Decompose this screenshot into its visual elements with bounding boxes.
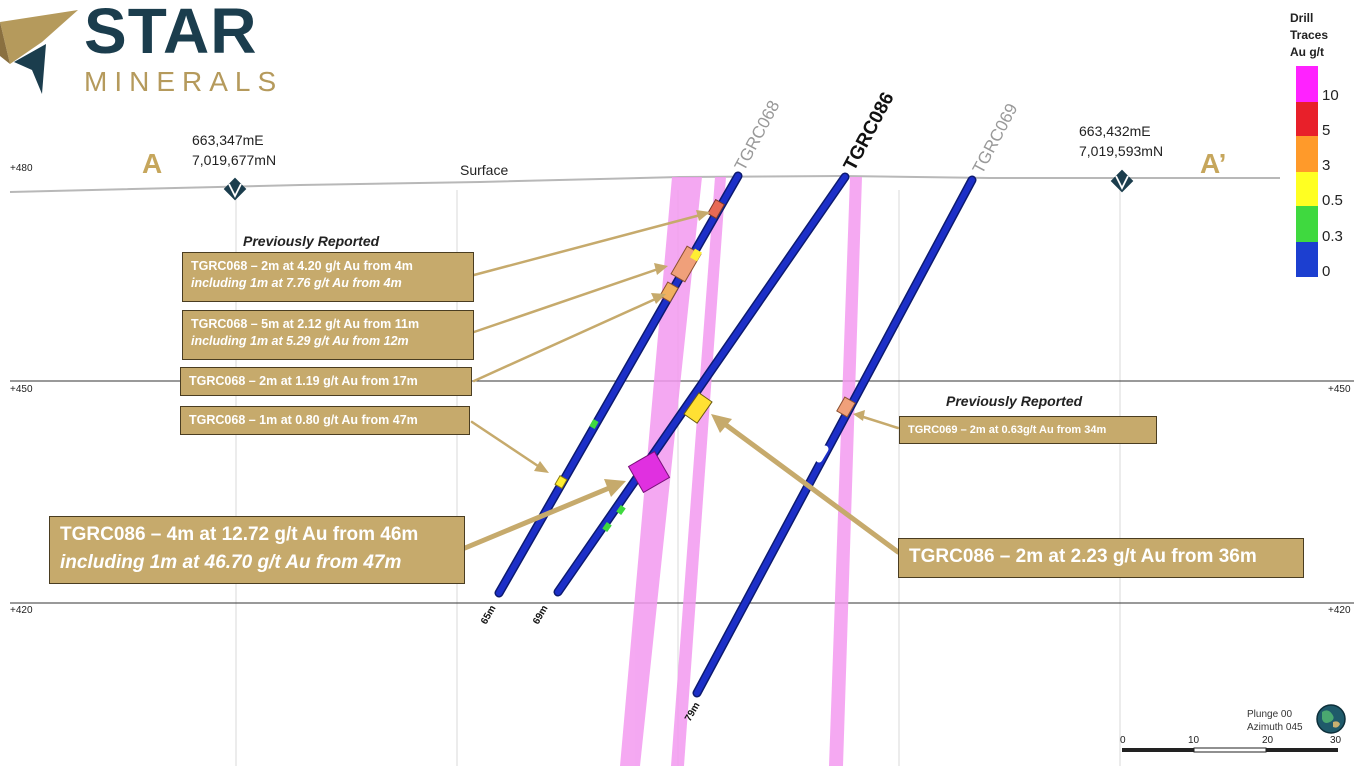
scale-tick-30: 30 (1330, 735, 1342, 746)
coord-right: 663,432mE 7,019,593mN (1079, 121, 1163, 161)
globe-icon (1316, 704, 1346, 734)
annotation-tgrc068-4m: TGRC068 – 2m at 4.20 g/t Au from 4m incl… (182, 252, 474, 302)
view-orientation: Plunge 00 Azimuth 045 (1247, 708, 1303, 734)
legend-value-3: 3 (1322, 157, 1331, 174)
annotation-tgrc068-17m: TGRC068 – 2m at 1.19 g/t Au from 17m (180, 367, 472, 396)
annotation-tgrc086-46m: TGRC086 – 4m at 12.72 g/t Au from 46m in… (49, 516, 465, 584)
scale-tick-20: 20 (1262, 735, 1274, 746)
annotation-line: including 1m at 7.76 g/t Au from 4m (191, 276, 402, 290)
legend-colorbar (1296, 66, 1318, 277)
annotation-tgrc068-47m: TGRC068 – 1m at 0.80 g/t Au from 47m (180, 406, 470, 435)
zone-left-narrow (671, 177, 726, 766)
previously-reported-right: Previously Reported (946, 393, 1083, 409)
interval-068-orange-b (659, 281, 679, 303)
annotation-line: TGRC069 – 2m at 0.63g/t Au from 34m (908, 424, 1107, 436)
annotation-line: TGRC068 – 5m at 2.12 g/t Au from 11m (191, 317, 420, 331)
scale-bar (1122, 747, 1338, 753)
surface-line (9, 174, 1280, 193)
section-label-end: A’ (1200, 148, 1227, 179)
annotation-line: TGRC086 – 4m at 12.72 g/t Au from 46m (60, 524, 419, 545)
rl-label-left-450: +450 (10, 384, 33, 395)
drill-traces (494, 171, 977, 698)
rl-label-right-420: +420 (1328, 605, 1351, 616)
coord-left-northing: 7,019,677mN (192, 152, 277, 168)
coord-left-easting: 663,347mE (192, 132, 264, 148)
logo-star-icon (0, 10, 78, 94)
interval-068-yellow-b (554, 474, 568, 490)
annotation-tgrc069-34m: TGRC069 – 2m at 0.63g/t Au from 34m (899, 416, 1157, 444)
interval-086-green-a (616, 505, 626, 515)
legend-value-0-3: 0.3 (1322, 228, 1343, 245)
grade-intervals (554, 198, 856, 532)
coord-right-easting: 663,432mE (1079, 123, 1151, 139)
annotation-line: TGRC068 – 2m at 1.19 g/t Au from 17m (189, 374, 418, 388)
logo-star-text: STAR (84, 0, 258, 67)
hole-label-tgrc086: TGRC086 (840, 89, 899, 174)
section-label-start: A (142, 148, 163, 179)
interval-086-yellow (683, 392, 713, 424)
legend-value-5: 5 (1322, 122, 1331, 139)
legend-value-10: 10 (1322, 87, 1339, 104)
legend-title: Drill Traces Au g/t (1290, 10, 1328, 61)
annotation-line: TGRC068 – 1m at 0.80 g/t Au from 47m (189, 413, 418, 427)
hole-label-tgrc068: TGRC068 (731, 97, 784, 173)
interval-068-red (706, 198, 726, 220)
leader-arrows (462, 210, 901, 555)
depth-label-tgrc068: 65m (479, 604, 499, 627)
interval-086-magenta (627, 450, 671, 494)
scale-tick-10: 10 (1188, 735, 1200, 746)
legend-title-line: Traces (1290, 28, 1329, 42)
previously-reported-left: Previously Reported (243, 233, 380, 249)
rl-label-left-480: +480 (10, 163, 33, 174)
interval-068-yellow-a (690, 248, 702, 262)
rl-label-left-420: +420 (10, 605, 33, 616)
interval-069-orange (836, 396, 856, 418)
rl-label-right-450: +450 (1328, 384, 1351, 395)
legend-title-line: Au g/t (1290, 45, 1324, 59)
surface-label: Surface (460, 162, 508, 178)
coord-left: 663,347mE 7,019,677mN (192, 130, 276, 170)
legend-title-line: Drill (1290, 11, 1314, 25)
scale-tick-0: 0 (1120, 735, 1126, 746)
view-azimuth: Azimuth 045 (1247, 722, 1303, 733)
zone-right (829, 177, 862, 766)
annotation-line: TGRC068 – 2m at 4.20 g/t Au from 4m (191, 259, 413, 273)
annotation-line: including 1m at 46.70 g/t Au from 47m (60, 552, 402, 573)
annotation-line: including 1m at 5.29 g/t Au from 12m (191, 334, 409, 348)
depth-label-tgrc086: 69m (531, 604, 551, 627)
view-plunge: Plunge 00 (1247, 709, 1293, 720)
interval-086-green-b (602, 522, 612, 532)
coord-right-northing: 7,019,593mN (1079, 143, 1164, 159)
legend-value-0-5: 0.5 (1322, 192, 1343, 209)
logo-minerals-text: MINERALS (84, 66, 284, 97)
interval-068-green (589, 419, 599, 429)
annotation-tgrc086-36m: TGRC086 – 2m at 2.23 g/t Au from 36m (898, 538, 1304, 578)
legend-value-0: 0 (1322, 263, 1331, 280)
hole-label-tgrc069: TGRC069 (969, 100, 1022, 176)
annotation-line: TGRC086 – 2m at 2.23 g/t Au from 36m (909, 546, 1257, 567)
annotation-tgrc068-11m: TGRC068 – 5m at 2.12 g/t Au from 11m inc… (182, 310, 474, 360)
